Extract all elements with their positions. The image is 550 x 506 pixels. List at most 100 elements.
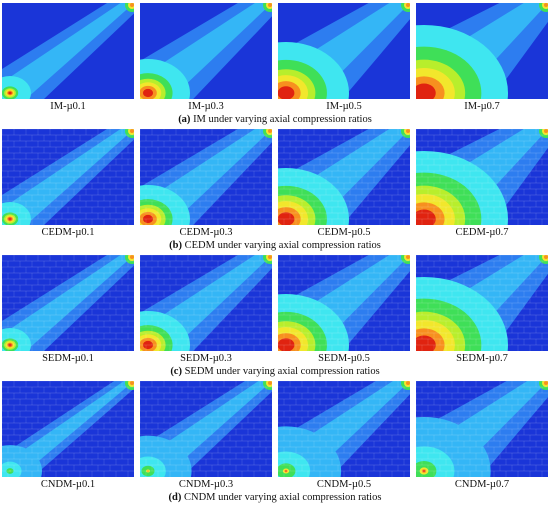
contour-row: CEDM-µ0.1 CEDM-µ0.3 CEDM-µ0.5 CEDM-µ0.7 [2, 126, 548, 238]
contour-panel [2, 381, 134, 477]
corner-hotspot [544, 129, 548, 133]
caption-text: CEDM under varying axial compression rat… [181, 240, 381, 251]
panel-label: IM-µ0.3 [188, 101, 224, 112]
contour-plot [2, 129, 134, 225]
shear-band-inner [2, 255, 134, 351]
contour-plot [2, 381, 134, 477]
contour-panel [278, 3, 410, 99]
corner-hotspot [406, 129, 410, 133]
contour-plot [2, 3, 134, 99]
panel-label: CEDM-µ0.5 [317, 227, 371, 238]
corner-hotspot [268, 381, 272, 385]
corner-hotspot [406, 381, 410, 385]
stress-contour-band [278, 338, 295, 351]
corner-hotspot [130, 255, 134, 259]
shear-band-inner [2, 129, 134, 225]
corner-hotspot [130, 129, 134, 133]
stress-contour-band [147, 470, 149, 472]
shear-band-inner [2, 381, 134, 477]
contour-panel [416, 255, 548, 351]
stress-contour-band [142, 214, 154, 224]
corner-hotspot [406, 255, 410, 259]
contour-panel [278, 381, 410, 477]
stress-contour-band [8, 343, 12, 347]
contour-plot [416, 3, 548, 99]
section-c: SEDM-µ0.1 SEDM-µ0.3 SEDM-µ0.5 SEDM-µ0.7 … [0, 252, 550, 378]
caption-letter: (a) [178, 114, 191, 125]
corner-hotspot [544, 381, 548, 385]
panel-label: CNDM-µ0.5 [316, 479, 372, 490]
contour-plot [278, 129, 410, 225]
contour-row: IM-µ0.1 IM-µ0.3 IM-µ0.5 IM-µ0.7 [2, 0, 548, 112]
section-b: CEDM-µ0.1 CEDM-µ0.3 CEDM-µ0.5 CEDM-µ0.7 … [0, 126, 550, 252]
caption-text: CNDM under varying axial compression rat… [181, 492, 382, 503]
contour-panel [2, 3, 134, 99]
contour-plot [278, 3, 410, 99]
stress-contour-band [8, 91, 12, 95]
panel-label: CEDM-µ0.1 [41, 227, 95, 238]
stress-contour-band [142, 88, 154, 98]
section-a: IM-µ0.1 IM-µ0.3 IM-µ0.5 IM-µ0.7 (a) IM u… [0, 0, 550, 126]
contour-plot [140, 255, 272, 351]
subfigure-caption: (a) IM under varying axial compression r… [0, 113, 550, 126]
contour-panel [140, 3, 272, 99]
contour-panel [2, 129, 134, 225]
panel-label: CNDM-µ0.1 [40, 479, 96, 490]
corner-hotspot [544, 3, 548, 7]
stress-contour-band [8, 217, 12, 221]
shear-band-inner [2, 3, 134, 99]
contour-panel [140, 381, 272, 477]
panel-label: IM-µ0.5 [326, 101, 362, 112]
caption-letter: (d) [168, 492, 182, 503]
contour-plot [140, 3, 272, 99]
corner-hotspot [130, 381, 134, 385]
panel-label: CEDM-µ0.7 [455, 227, 509, 238]
subfigure-caption: (d) CNDM under varying axial compression… [0, 491, 550, 504]
caption-text: IM under varying axial compression ratio… [190, 114, 372, 125]
section-d: CNDM-µ0.1 CNDM-µ0.3 CNDM-µ0.5 CNDM-µ0.7 … [0, 378, 550, 504]
contour-panel [2, 255, 134, 351]
stress-contour-band [9, 470, 11, 472]
stress-contour-band [422, 470, 426, 472]
corner-hotspot [268, 3, 272, 7]
contour-panel [416, 381, 548, 477]
contour-row: SEDM-µ0.1 SEDM-µ0.3 SEDM-µ0.5 SEDM-µ0.7 [2, 252, 548, 364]
panel-label: IM-µ0.7 [464, 101, 500, 112]
panel-label: SEDM-µ0.5 [318, 353, 370, 364]
panel-label: CNDM-µ0.3 [178, 479, 234, 490]
stress-contour-band [416, 209, 436, 225]
contour-panel [278, 255, 410, 351]
stress-contour-band [278, 86, 295, 99]
caption-letter: (c) [170, 366, 182, 377]
panel-label: IM-µ0.1 [50, 101, 86, 112]
panel-label: SEDM-µ0.1 [42, 353, 94, 364]
stress-contour-band [416, 335, 436, 351]
caption-letter: (b) [169, 240, 182, 251]
panel-label: SEDM-µ0.3 [180, 353, 232, 364]
contour-panel [416, 3, 548, 99]
subfigure-caption: (b) CEDM under varying axial compression… [0, 239, 550, 252]
contour-panel [278, 129, 410, 225]
stress-contour-band [285, 470, 287, 472]
stress-contour-band [142, 340, 154, 350]
contour-plot [278, 381, 410, 477]
subfigure-caption: (c) SEDM under varying axial compression… [0, 365, 550, 378]
corner-hotspot [268, 129, 272, 133]
corner-hotspot [406, 3, 410, 7]
stress-contour-band [416, 83, 436, 99]
corner-hotspot [544, 255, 548, 259]
contour-plot [2, 255, 134, 351]
stress-contour-band [278, 212, 295, 225]
contour-plot [278, 255, 410, 351]
contour-panel [416, 129, 548, 225]
contour-plot [416, 255, 548, 351]
contour-panel [140, 255, 272, 351]
contour-plot [416, 129, 548, 225]
panel-label: CEDM-µ0.3 [179, 227, 233, 238]
corner-hotspot [130, 3, 134, 7]
contour-plot [140, 129, 272, 225]
contour-panel [140, 129, 272, 225]
contour-plot [140, 381, 272, 477]
caption-text: SEDM under varying axial compression rat… [181, 366, 380, 377]
